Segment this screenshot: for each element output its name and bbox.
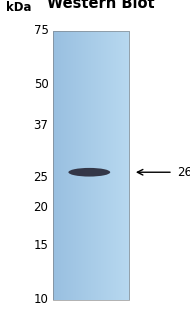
- Text: 75: 75: [34, 24, 48, 37]
- Text: Western Blot: Western Blot: [47, 0, 154, 11]
- Text: 15: 15: [34, 239, 48, 252]
- Text: 50: 50: [34, 78, 48, 91]
- Text: 26kDa: 26kDa: [177, 166, 190, 179]
- Text: 20: 20: [34, 201, 48, 214]
- Text: 37: 37: [34, 119, 48, 132]
- Text: 25: 25: [34, 171, 48, 184]
- Text: 10: 10: [34, 293, 48, 306]
- Bar: [53, 31, 129, 300]
- Ellipse shape: [68, 168, 110, 176]
- Text: kDa: kDa: [6, 1, 31, 14]
